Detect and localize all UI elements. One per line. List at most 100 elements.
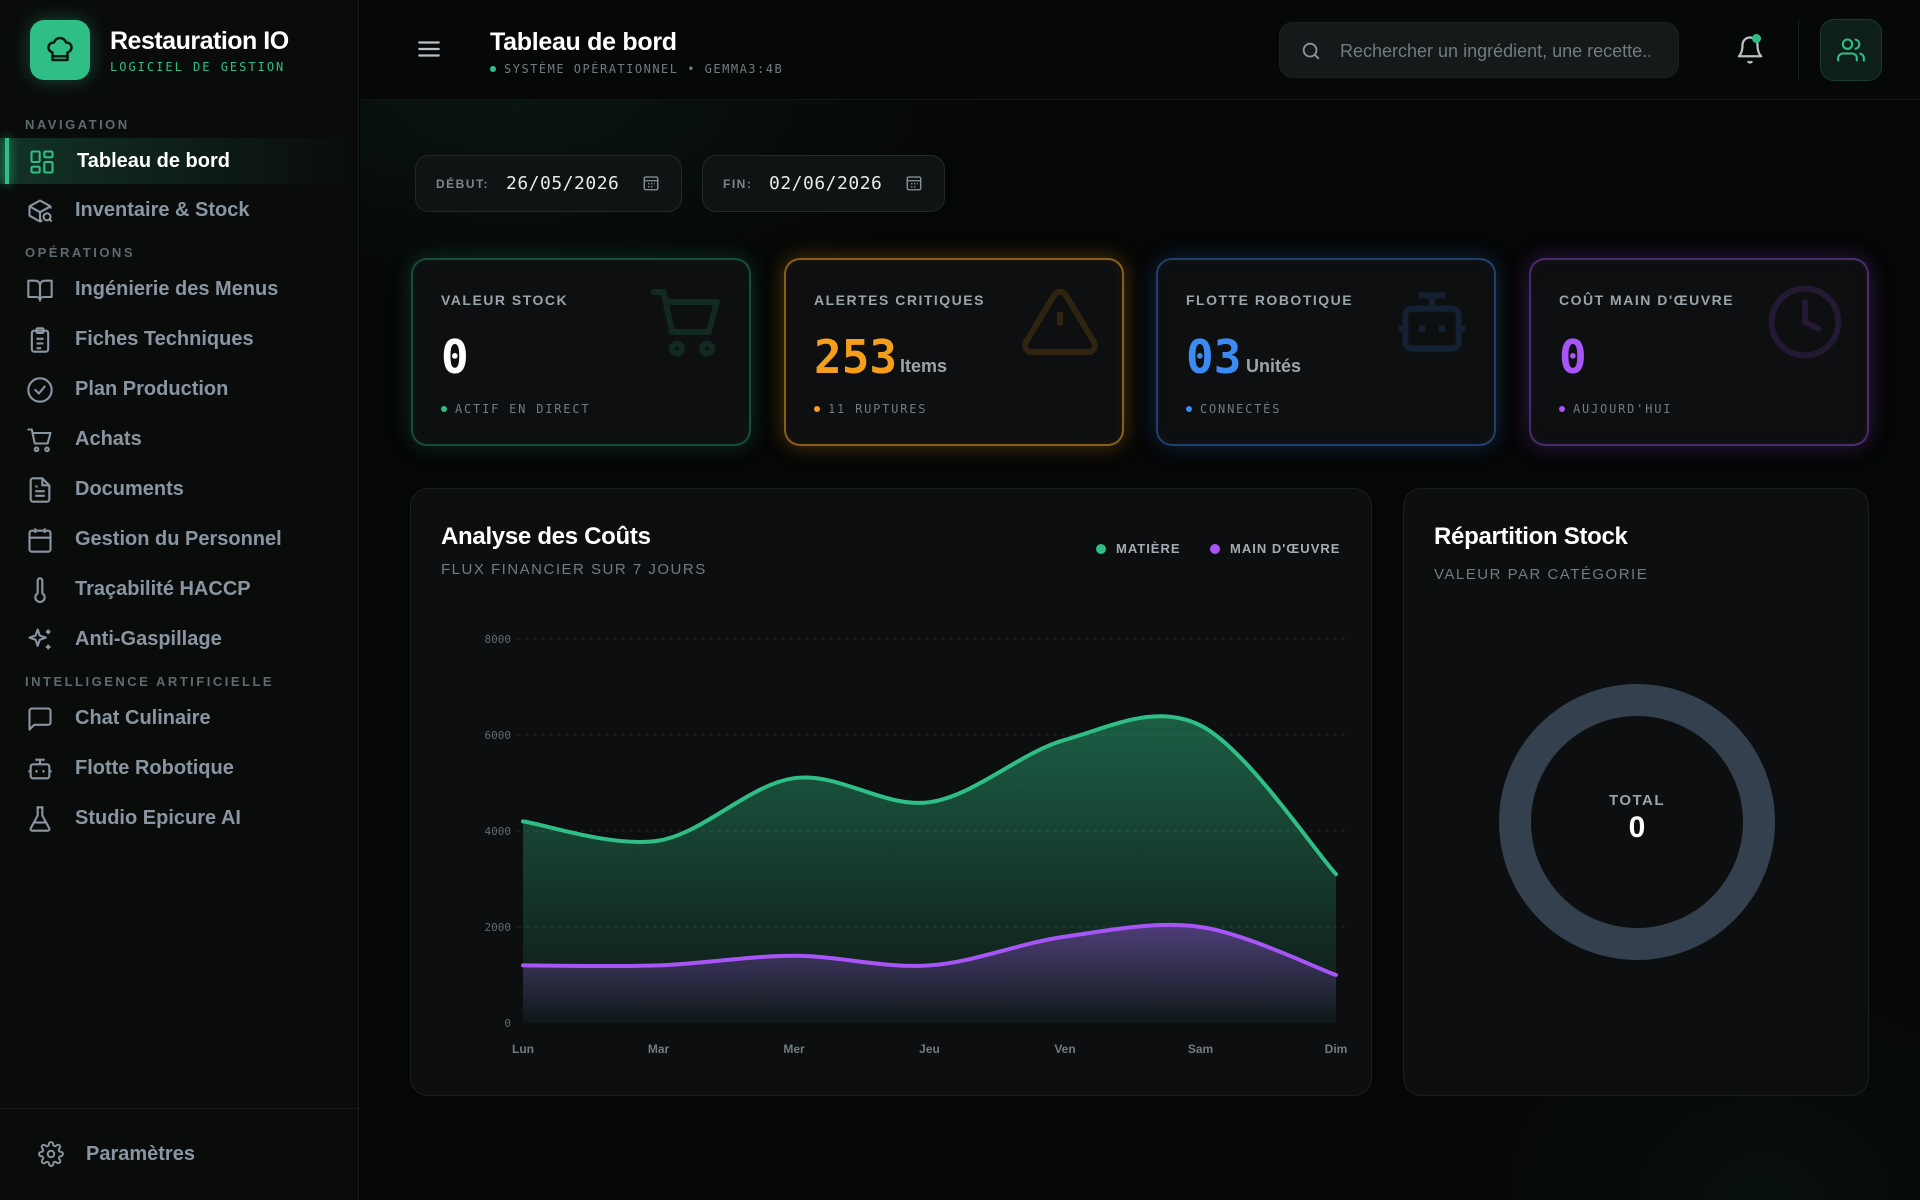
- kpi-footer-text: 11 RUPTURES: [828, 402, 928, 416]
- series-area: [523, 924, 1336, 1023]
- x-tick-label: Ven: [1054, 1042, 1075, 1056]
- cart-icon: [27, 428, 52, 453]
- warning-icon: [1022, 288, 1098, 355]
- donut-total-label: TOTAL: [1608, 792, 1666, 809]
- calendar-icon[interactable]: [642, 174, 660, 192]
- legend-labor[interactable]: MAIN D'ŒUVRE: [1210, 541, 1340, 556]
- legend-material[interactable]: MATIÈRE: [1096, 541, 1181, 556]
- brand-subtitle: LOGICIEL DE GESTION: [110, 59, 286, 74]
- check-circle-icon: [27, 377, 53, 403]
- end-date-field[interactable]: FIN: 02/06/2026: [702, 155, 945, 212]
- kpi-labor-cost[interactable]: COÛT MAIN D'ŒUVRE 0 AUJOURD'HUI: [1529, 258, 1869, 446]
- hamburger-menu-icon[interactable]: [416, 36, 442, 62]
- robot-icon: [1398, 292, 1466, 352]
- sidebar-item-label: Fiches Techniques: [75, 327, 254, 350]
- system-status: SYSTÈME OPÉRATIONNEL • GEMMA3:4B: [490, 62, 783, 76]
- robot-icon: [28, 758, 52, 780]
- cart-icon: [650, 289, 720, 357]
- kpi-unit: Unités: [1246, 356, 1302, 376]
- users-icon: [1837, 38, 1865, 62]
- sidebar-item-menu-engineering[interactable]: Ingénierie des Menus: [0, 266, 358, 312]
- start-date-value[interactable]: 26/05/2026: [506, 173, 620, 194]
- sidebar-item-label: Chat Culinaire: [75, 706, 211, 729]
- box-search-icon: [28, 199, 53, 223]
- kpi-footer-text: AUJOURD'HUI: [1573, 402, 1673, 416]
- sidebar-item-label: Documents: [75, 477, 184, 500]
- donut-ring[interactable]: [1499, 684, 1775, 960]
- sidebar-footer: Paramètres: [0, 1108, 358, 1200]
- search-bar[interactable]: [1279, 22, 1679, 78]
- chat-bubble-icon: [28, 707, 52, 731]
- notification-badge: [1752, 34, 1761, 43]
- stock-card-title: Répartition Stock: [1434, 523, 1628, 550]
- search-input[interactable]: [1340, 37, 1650, 65]
- y-tick-label: 2000: [485, 921, 512, 934]
- y-tick-label: 6000: [485, 729, 512, 742]
- sparkles-icon: [28, 628, 51, 650]
- donut-chart: [1499, 684, 1775, 960]
- top-header: Tableau de bord SYSTÈME OPÉRATIONNEL • G…: [360, 0, 1920, 100]
- kpi-footer: AUJOURD'HUI: [1559, 402, 1672, 416]
- y-tick-label: 4000: [485, 825, 512, 838]
- kpi-label: COÛT MAIN D'ŒUVRE: [1559, 292, 1735, 308]
- kpi-value: 253: [814, 330, 898, 384]
- brand[interactable]: Restauration IO LOGICIEL DE GESTION: [30, 20, 289, 80]
- sidebar-item-label: Plan Production: [75, 377, 229, 400]
- legend-label: MAIN D'ŒUVRE: [1230, 541, 1341, 556]
- dashboard-grid-icon: [30, 150, 54, 174]
- sidebar-item-label: Tableau de bord: [77, 149, 230, 172]
- x-tick-label: Dim: [1325, 1042, 1348, 1056]
- sidebar-item-purchases[interactable]: Achats: [0, 416, 358, 462]
- chef-hat-icon: [30, 20, 90, 80]
- nav-section-navigation: NAVIGATION: [25, 117, 130, 132]
- users-button[interactable]: [1820, 19, 1882, 81]
- sidebar-item-staff[interactable]: Gestion du Personnel: [0, 516, 358, 562]
- sidebar-item-dashboard[interactable]: Tableau de bord: [0, 138, 358, 184]
- sidebar-item-anti-waste[interactable]: Anti-Gaspillage: [0, 616, 358, 662]
- cost-card-subtitle: FLUX FINANCIER SUR 7 JOURS: [441, 561, 707, 578]
- sidebar-item-production-plan[interactable]: Plan Production: [0, 366, 358, 412]
- sidebar-item-tech-sheets[interactable]: Fiches Techniques: [0, 316, 358, 362]
- sidebar-item-culinary-chat[interactable]: Chat Culinaire: [0, 695, 358, 741]
- sidebar-item-label: Gestion du Personnel: [75, 527, 282, 550]
- start-date-field[interactable]: DÉBUT: 26/05/2026: [415, 155, 682, 212]
- sidebar-item-documents[interactable]: Documents: [0, 466, 358, 512]
- sidebar-item-inventory[interactable]: Inventaire & Stock: [0, 187, 358, 233]
- sidebar-item-robot-fleet[interactable]: Flotte Robotique: [0, 745, 358, 791]
- flask-icon: [29, 806, 51, 832]
- kpi-label: ALERTES CRITIQUES: [814, 292, 985, 308]
- document-icon: [29, 477, 51, 503]
- kpi-value: 0: [1559, 330, 1587, 384]
- sidebar-item-epicure-studio[interactable]: Studio Epicure AI: [0, 795, 358, 841]
- kpi-footer: 11 RUPTURES: [814, 402, 927, 416]
- cost-area-chart: 0 2000 4000 6000 8000 Lun Mar Mer Jeu Ven Sam Dim: [485, 633, 1348, 1056]
- start-date-label: DÉBUT:: [436, 177, 489, 191]
- open-book-icon: [27, 279, 53, 302]
- stock-card-subtitle: VALEUR PAR CATÉGORIE: [1434, 566, 1649, 583]
- cost-card-title: Analyse des Coûts: [441, 523, 651, 550]
- notification-bell-icon[interactable]: [1735, 34, 1765, 66]
- kpi-critical-alerts[interactable]: ALERTES CRITIQUES 253 Items 11 RUPTURES: [784, 258, 1124, 446]
- x-tick-label: Mer: [783, 1042, 805, 1056]
- kpi-unit: Items: [900, 356, 948, 376]
- sidebar-item-haccp[interactable]: Traçabilité HACCP: [0, 566, 358, 612]
- x-tick-label: Lun: [512, 1042, 534, 1056]
- sidebar-item-label: Ingénierie des Menus: [75, 277, 279, 300]
- end-date-value[interactable]: 02/06/2026: [769, 173, 883, 194]
- thermometer-icon: [34, 577, 46, 604]
- settings-button[interactable]: Paramètres: [38, 1141, 195, 1167]
- clock-icon: [1768, 285, 1842, 359]
- x-tick-label: Sam: [1188, 1042, 1213, 1056]
- sidebar-item-label: Studio Epicure AI: [75, 806, 241, 829]
- kpi-footer-text: ACTIF EN DIRECT: [455, 402, 591, 416]
- kpi-value: 0: [441, 330, 469, 384]
- legend-label: MATIÈRE: [1116, 541, 1181, 556]
- sidebar: Restauration IO LOGICIEL DE GESTION NAVI…: [0, 0, 359, 1200]
- legend-swatch: [1210, 543, 1220, 554]
- calendar-icon[interactable]: [905, 174, 923, 192]
- kpi-robot-fleet[interactable]: FLOTTE ROBOTIQUE 03 Unités CONNECTÉS: [1156, 258, 1496, 446]
- sidebar-item-label: Traçabilité HACCP: [75, 577, 251, 600]
- system-status-text: SYSTÈME OPÉRATIONNEL • GEMMA3:4B: [504, 62, 784, 76]
- kpi-stock-value[interactable]: VALEUR STOCK 0 ACTIF EN DIRECT: [411, 258, 751, 446]
- series-line[interactable]: [521, 714, 1338, 877]
